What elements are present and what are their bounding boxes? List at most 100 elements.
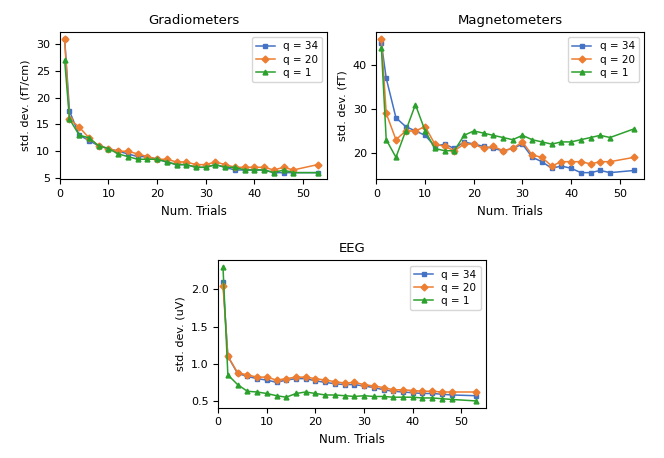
Title: Magnetometers: Magnetometers xyxy=(457,14,563,27)
q = 34 xyxy=(418,391,426,396)
q = 1 xyxy=(224,372,232,378)
q = 1 xyxy=(124,154,132,159)
q = 20 xyxy=(489,143,497,149)
q = 34 xyxy=(389,388,397,394)
q = 20 xyxy=(104,146,112,151)
q = 20 xyxy=(586,161,594,167)
Line: q = 34: q = 34 xyxy=(379,41,637,175)
Line: q = 1: q = 1 xyxy=(220,265,479,403)
q = 1 xyxy=(596,132,604,138)
q = 34 xyxy=(528,154,536,160)
q = 1 xyxy=(441,148,449,153)
q = 1 xyxy=(270,170,278,175)
q = 20 xyxy=(557,159,565,164)
q = 1 xyxy=(260,167,268,173)
q = 34 xyxy=(243,374,251,379)
q = 34 xyxy=(290,170,297,175)
q = 20 xyxy=(183,159,191,165)
Line: q = 1: q = 1 xyxy=(379,45,637,160)
q = 34 xyxy=(270,170,278,175)
q = 20 xyxy=(606,159,614,164)
Y-axis label: std. dev. (fT): std. dev. (fT) xyxy=(337,71,347,141)
Line: q = 20: q = 20 xyxy=(62,36,320,172)
q = 34 xyxy=(253,376,261,382)
Line: q = 20: q = 20 xyxy=(379,36,637,169)
q = 1 xyxy=(382,137,390,142)
q = 20 xyxy=(292,374,300,380)
q = 34 xyxy=(301,376,309,382)
q = 34 xyxy=(313,170,321,175)
q = 20 xyxy=(577,159,585,164)
q = 20 xyxy=(133,151,141,157)
q = 1 xyxy=(133,157,141,162)
q = 34 xyxy=(499,148,507,153)
Legend: q = 34, q = 20, q = 1: q = 34, q = 20, q = 1 xyxy=(568,37,639,82)
q = 34 xyxy=(263,377,271,383)
q = 34 xyxy=(85,138,93,143)
q = 1 xyxy=(479,131,487,136)
q = 20 xyxy=(389,387,397,393)
q = 34 xyxy=(260,167,268,173)
q = 1 xyxy=(586,135,594,140)
q = 34 xyxy=(470,142,478,147)
q = 1 xyxy=(85,135,93,141)
q = 1 xyxy=(392,154,400,160)
q = 34 xyxy=(66,108,74,114)
q = 1 xyxy=(499,135,507,140)
X-axis label: Num. Trials: Num. Trials xyxy=(319,433,385,446)
q = 20 xyxy=(351,380,359,385)
q = 34 xyxy=(409,390,417,396)
q = 1 xyxy=(321,392,329,398)
q = 34 xyxy=(280,170,288,175)
q = 1 xyxy=(282,394,290,400)
q = 34 xyxy=(351,382,359,387)
q = 20 xyxy=(253,374,261,380)
q = 20 xyxy=(428,388,436,394)
q = 1 xyxy=(470,128,478,134)
q = 1 xyxy=(183,162,191,167)
q = 34 xyxy=(153,157,161,162)
q = 20 xyxy=(470,142,478,147)
q = 1 xyxy=(272,393,280,398)
q = 20 xyxy=(60,36,68,42)
Line: q = 34: q = 34 xyxy=(62,36,320,175)
q = 20 xyxy=(596,159,604,164)
q = 1 xyxy=(234,382,242,387)
q = 34 xyxy=(211,162,219,167)
q = 1 xyxy=(431,146,439,151)
q = 1 xyxy=(418,395,426,401)
q = 34 xyxy=(421,132,429,138)
q = 34 xyxy=(479,143,487,149)
q = 34 xyxy=(311,378,319,384)
q = 34 xyxy=(224,354,232,359)
q = 20 xyxy=(280,164,288,170)
Line: q = 20: q = 20 xyxy=(220,283,479,394)
q = 34 xyxy=(143,154,151,159)
q = 1 xyxy=(331,392,339,398)
X-axis label: Num. Trials: Num. Trials xyxy=(161,205,226,218)
q = 1 xyxy=(221,164,229,170)
Legend: q = 34, q = 20, q = 1: q = 34, q = 20, q = 1 xyxy=(252,37,322,82)
q = 20 xyxy=(567,159,575,164)
q = 20 xyxy=(173,159,181,165)
q = 1 xyxy=(567,139,575,145)
q = 1 xyxy=(528,137,536,142)
q = 1 xyxy=(409,394,417,400)
q = 1 xyxy=(75,132,83,138)
q = 1 xyxy=(280,167,288,173)
q = 34 xyxy=(577,170,585,175)
q = 34 xyxy=(402,124,410,129)
q = 34 xyxy=(392,115,400,120)
q = 20 xyxy=(418,388,426,394)
q = 1 xyxy=(438,396,446,402)
q = 20 xyxy=(630,154,638,160)
q = 34 xyxy=(548,165,556,171)
q = 1 xyxy=(95,143,103,148)
Y-axis label: std. dev. (fT/cm): std. dev. (fT/cm) xyxy=(21,60,31,152)
q = 34 xyxy=(282,377,290,383)
q = 20 xyxy=(272,377,280,383)
q = 20 xyxy=(231,164,239,170)
q = 20 xyxy=(402,128,410,134)
q = 1 xyxy=(66,116,74,122)
q = 1 xyxy=(489,132,497,138)
